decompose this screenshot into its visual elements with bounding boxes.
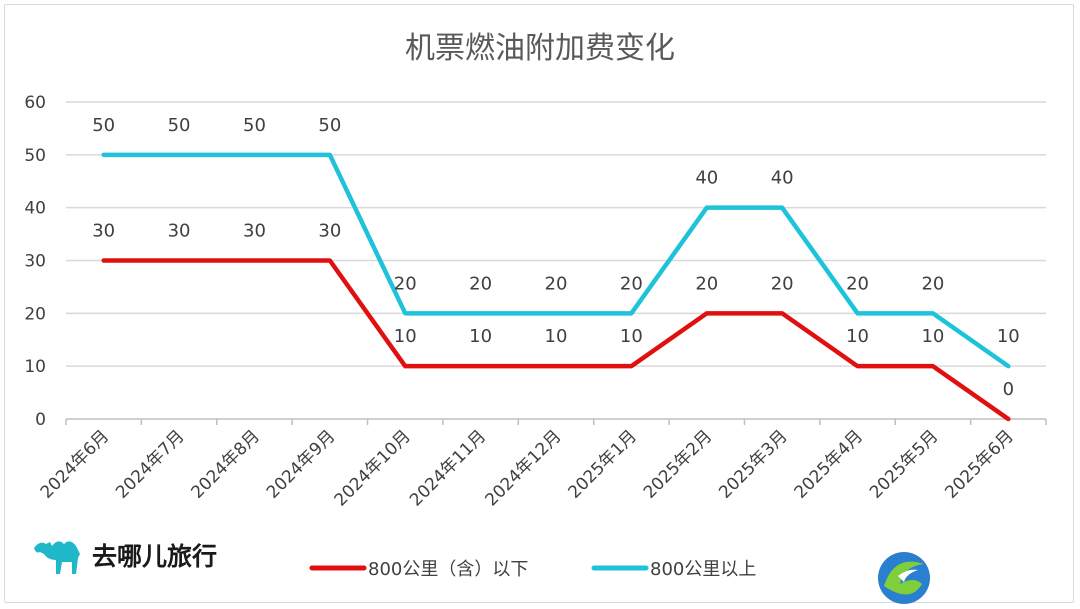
x-tick-label: 2024年6月 [37,426,113,502]
camel-icon [34,541,80,574]
data-label: 20 [921,273,944,294]
y-tick-label: 0 [35,410,46,430]
data-label: 20 [771,273,794,294]
data-label: 20 [469,273,492,294]
brand-name: 去哪儿旅行 [92,542,217,571]
x-tick-label: 2024年11月 [406,426,490,510]
data-label: 10 [997,326,1020,347]
data-label: 20 [545,273,568,294]
y-axis-ticks: 0 10 20 30 40 50 60 [24,93,46,430]
data-label: 50 [243,115,266,136]
data-label: 10 [846,326,869,347]
x-tick-label: 2025年3月 [715,426,791,502]
chart-frame [4,4,1074,603]
brand-logo: 去哪儿旅行 [34,541,217,574]
round-logo-icon [878,552,930,604]
legend-label-1: 800公里（含）以下 [368,559,528,580]
series-line-2 [101,152,1011,369]
data-label: 40 [695,168,718,189]
data-label: 50 [168,115,191,136]
data-label: 10 [394,326,417,347]
x-tick-label: 2025年4月 [791,426,867,502]
y-tick-label: 60 [24,93,46,113]
y-tick-label: 50 [24,146,46,166]
series-line-1 [101,258,1011,422]
data-label: 50 [318,115,341,136]
legend-label-2: 800公里以上 [650,559,756,580]
data-label: 0 [1003,379,1014,400]
data-label: 30 [243,221,266,242]
data-label: 50 [92,115,115,136]
y-tick-label: 10 [24,357,46,377]
data-label: 10 [921,326,944,347]
x-tick-label: 2025年6月 [941,426,1017,502]
x-tick-label: 2024年12月 [481,426,565,510]
x-tick-label: 2024年10月 [331,426,415,510]
series-lines [101,152,1011,422]
chart-title: 机票燃油附加费变化 [405,31,675,66]
legend: 800公里（含）以下 800公里以上 [309,559,756,580]
x-tick-label: 2024年7月 [112,426,188,502]
data-label: 20 [695,273,718,294]
data-label: 10 [469,326,492,347]
data-label: 20 [394,273,417,294]
data-label: 10 [620,326,643,347]
x-axis: 2024年6月2024年7月2024年8月2024年9月2024年10月2024… [37,418,1047,510]
data-label: 30 [168,221,191,242]
data-label: 30 [92,221,115,242]
x-tick-label: 2025年1月 [564,426,640,502]
data-label: 20 [620,273,643,294]
y-tick-label: 30 [24,252,46,272]
data-label: 30 [318,221,341,242]
x-tick-label: 2025年2月 [640,426,716,502]
y-tick-label: 40 [24,199,46,219]
x-tick-label: 2025年5月 [866,426,942,502]
x-tick-label: 2024年8月 [188,426,264,502]
data-label: 20 [846,273,869,294]
x-tick-label: 2024年9月 [263,426,339,502]
data-label: 10 [545,326,568,347]
data-labels: 30 30 30 30 10 10 10 10 20 20 10 10 0 50 50 50 50 20 20 20 2… [92,115,1020,400]
data-label: 40 [771,168,794,189]
y-tick-label: 20 [24,304,46,324]
